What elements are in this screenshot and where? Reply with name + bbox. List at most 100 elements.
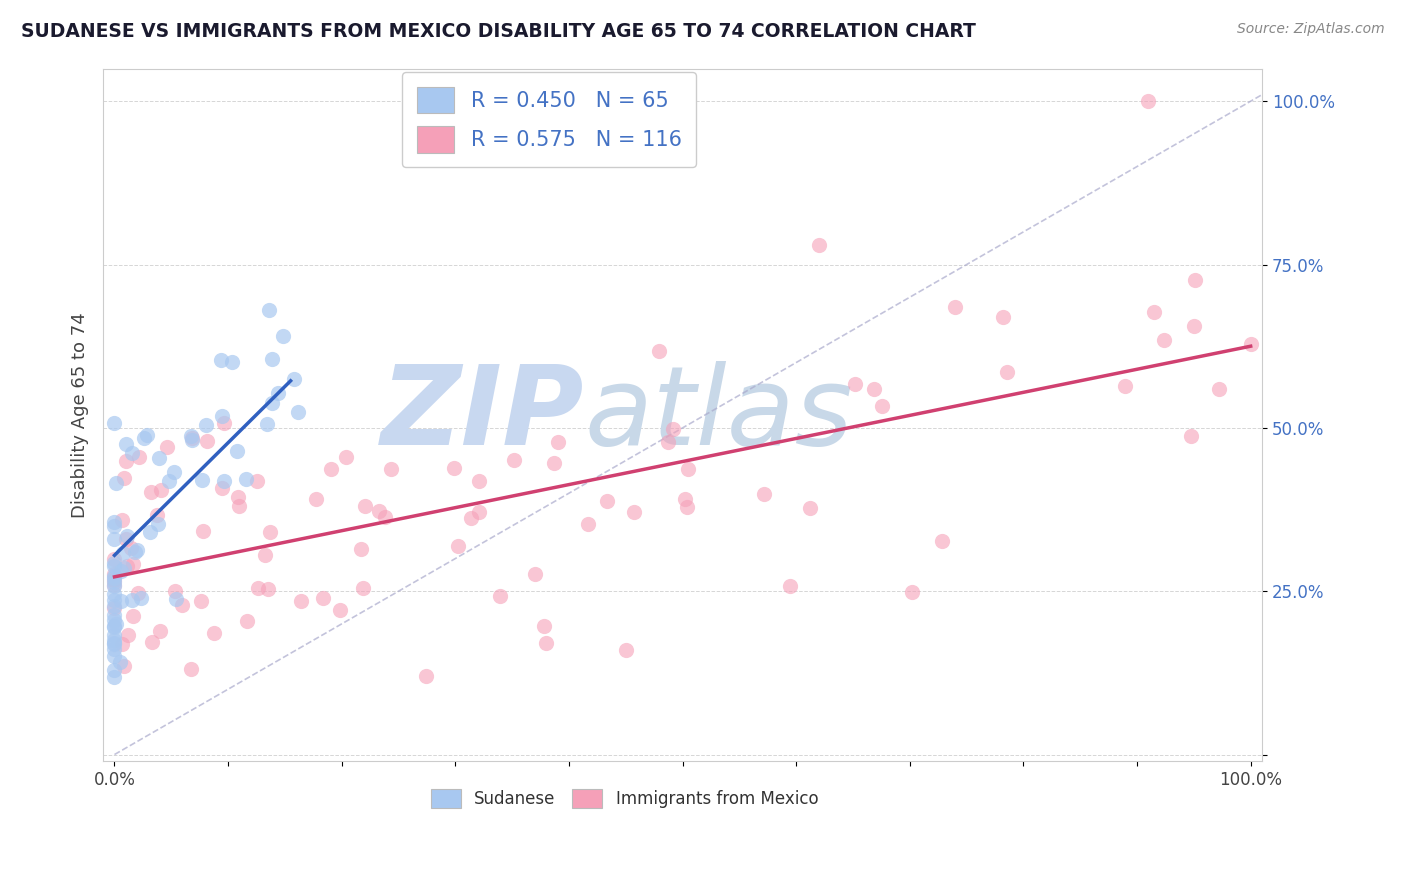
Point [212,475,235,489]
Point [1114,379,1136,393]
Point [111,636,134,650]
Point [103,571,125,585]
Point [305,492,328,507]
Point [134,431,156,445]
Point [180,429,202,443]
Point [1240,337,1263,351]
Point [165,591,187,606]
Point [121,592,143,607]
Point [596,493,619,508]
Point [380,462,402,476]
Text: ZIP: ZIP [381,361,583,468]
Point [148,451,170,466]
Point [256,582,278,596]
Point [129,591,152,605]
Point [312,591,335,606]
Point [127,586,149,600]
Point [194,418,217,433]
Point [128,450,150,464]
Point [103,558,125,573]
Point [872,400,894,414]
Point [247,581,270,595]
Point [536,636,558,650]
Y-axis label: Disability Age 65 to 74: Disability Age 65 to 74 [72,312,89,517]
Point [260,396,283,410]
Point [283,372,305,386]
Point [103,567,125,582]
Point [1184,273,1206,287]
Point [447,539,470,553]
Point [114,659,136,673]
Point [779,579,801,593]
Point [235,472,257,486]
Point [415,669,437,683]
Point [657,435,679,450]
Point [993,310,1015,325]
Point [468,475,491,489]
Point [648,343,671,358]
Point [197,434,219,449]
Point [103,579,125,593]
Point [335,450,357,464]
Point [148,517,170,532]
Point [180,433,202,447]
Point [290,594,312,608]
Point [103,556,125,570]
Point [467,505,489,519]
Point [1180,429,1202,443]
Point [110,564,132,578]
Point [103,569,125,583]
Point [180,662,202,676]
Point [112,561,135,575]
Point [103,578,125,592]
Point [103,592,125,607]
Point [103,670,125,684]
Point [120,541,142,556]
Point [576,516,599,531]
Point [138,524,160,539]
Point [754,487,776,501]
Point [127,543,149,558]
Point [844,377,866,392]
Point [124,545,146,559]
Point [103,599,125,614]
Point [103,518,125,533]
Point [460,511,482,525]
Point [190,473,212,487]
Point [228,490,250,504]
Point [614,643,637,657]
Point [257,303,280,318]
Point [112,471,135,485]
Point [103,641,125,656]
Point [103,608,125,623]
Point [103,515,125,529]
Point [235,615,257,629]
Point [181,431,204,445]
Point [103,636,125,650]
Point [623,504,645,518]
Point [111,513,134,527]
Point [901,584,924,599]
Point [190,594,212,608]
Point [103,632,125,647]
Point [103,637,125,651]
Point [139,485,162,500]
Point [662,422,685,436]
Point [319,462,342,476]
Point [115,532,138,546]
Point [103,416,125,430]
Point [287,405,309,419]
Point [121,446,143,460]
Point [105,476,128,491]
Point [103,614,125,628]
Point [114,437,136,451]
Point [675,500,697,515]
Legend: Sudanese, Immigrants from Mexico: Sudanese, Immigrants from Mexico [425,782,825,815]
Point [103,575,125,590]
Text: SUDANESE VS IMMIGRANTS FROM MEXICO DISABILITY AGE 65 TO 74 CORRELATION CHART: SUDANESE VS IMMIGRANTS FROM MEXICO DISAB… [21,22,976,41]
Point [943,300,966,314]
Point [212,416,235,430]
Point [374,509,396,524]
Point [254,549,277,563]
Point [103,648,125,663]
